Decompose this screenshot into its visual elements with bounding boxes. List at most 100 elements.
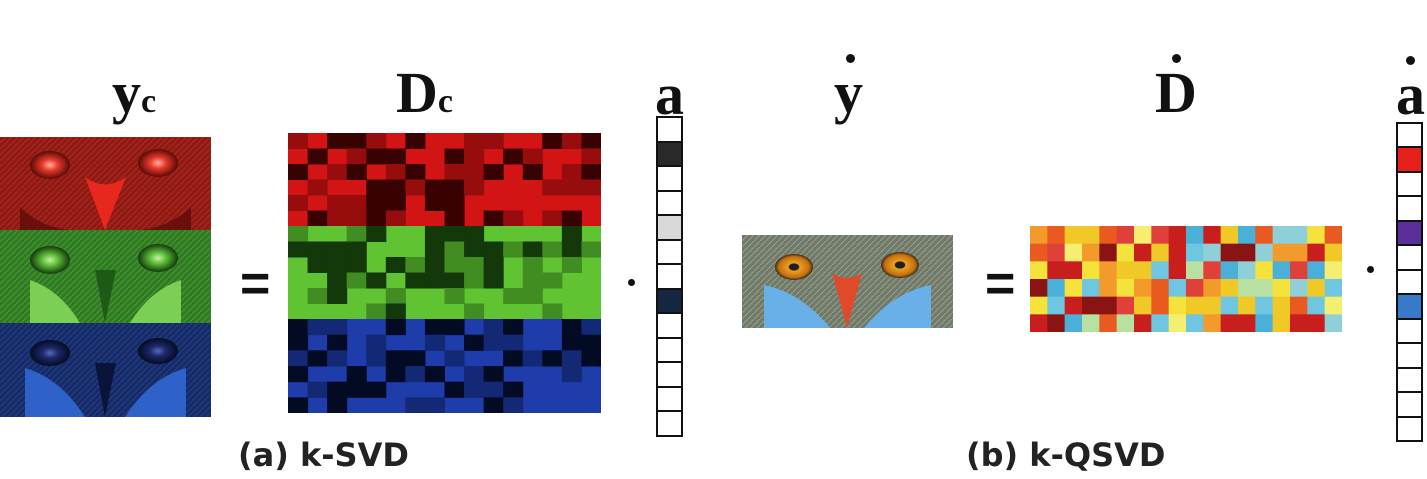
dc-atom-block [346,272,367,289]
quaternion-atom-block [1272,314,1291,332]
quaternion-dictionary [1030,226,1342,332]
dc-atom-block [464,381,485,398]
quaternion-atom-block [1324,226,1342,245]
quaternion-atom-block [1220,279,1239,298]
dc-atom-block [346,210,367,227]
dc-atom-block [561,210,582,227]
label-d-c-subscript: c [437,83,453,120]
quaternion-atom-block [1030,279,1048,298]
quaternion-atom-block [1082,279,1100,298]
quaternion-atom-block [1307,279,1326,298]
dc-atom-block [483,257,504,273]
vector-a-quaternion-cell [1398,221,1421,247]
quaternion-atom-block [1168,314,1187,332]
quaternion-atom-block [1220,296,1239,315]
quaternion-atom-block [1151,296,1170,315]
quaternion-atom-block [1290,314,1308,332]
quaternion-atom-block [1099,243,1118,262]
dc-atom-block [483,319,504,336]
quaternion-atom-block [1238,226,1256,245]
dc-atom-block [444,164,465,180]
quaternion-atom-block [1116,296,1135,315]
quaternion-atom-block [1047,261,1066,280]
dc-atom-block [346,381,367,398]
quaternion-atom-block [1116,279,1135,298]
dc-atom-block [581,319,601,336]
dc-atom-block [288,366,309,383]
dc-dictionary-svg [288,133,601,413]
quaternion-atom-block [1307,296,1326,315]
y-color-image [742,235,953,328]
vector-a-quaternion-cell [1398,295,1421,320]
dc-atom-block [366,334,387,351]
dc-atom-block [327,288,348,304]
dc-atom-block [327,350,348,367]
label-d-c-main: D [396,60,438,125]
dc-atom-block [288,133,309,149]
dc-atom-block [366,148,387,165]
label-a-quaternion: a [1396,62,1425,127]
dc-atom-block [288,195,309,211]
dc-atom-block [327,241,348,258]
quaternion-atom-block [1064,314,1083,332]
dc-atom-block [522,241,543,258]
dc-atom-block [561,226,582,242]
dc-atom-block [444,257,465,273]
dc-atom-block [503,210,524,227]
vector-a-quaternion-cell [1398,148,1421,173]
quaternion-atom-block [1238,314,1256,332]
quaternion-atom-block [1255,314,1274,332]
quaternion-atom-block [1186,279,1204,298]
label-y-quaternion: y [834,60,863,125]
dc-atom-block [444,350,465,367]
dc-atom-block [327,397,348,413]
dc-atom-block [581,241,601,258]
dc-atom-block [561,334,582,351]
dc-atom-block [444,241,465,258]
dc-atom-block [581,350,601,367]
vector-a-cell [658,314,681,339]
quaternion-atom-block [1307,226,1326,245]
quaternion-atom-block [1186,226,1204,245]
dc-atom-block [385,148,406,165]
caption-a: (a) k-SVD [238,436,409,474]
equals-sign-a: = [240,255,271,313]
dc-atom-block [503,397,524,413]
quaternion-atom-block [1099,314,1118,332]
dc-atom-block [327,257,348,273]
quaternion-atom-block [1203,261,1222,280]
dc-atom-block [424,272,445,289]
dc-atom-block [288,334,309,351]
yc-blue-channel [0,323,211,417]
y-color-image-svg [742,235,953,328]
dc-atom-block [444,272,465,289]
dc-atom-block [542,210,563,227]
dc-dictionary [288,133,601,413]
dc-atom-block [522,148,543,165]
quaternion-atom-block [1255,226,1274,245]
quaternion-atom-block [1186,296,1204,315]
dc-atom-block [483,133,504,149]
quaternion-atom-block [1290,261,1308,280]
dc-atom-block [288,226,309,242]
dc-atom-block [366,303,387,320]
dc-atom-block [464,366,485,383]
dc-atom-block [444,148,465,165]
dc-atom-block [385,257,406,273]
dc-atom-block [444,195,465,211]
quaternion-atom-block [1290,243,1308,262]
dc-atom-block [444,381,465,398]
dc-atom-block [307,241,328,258]
dc-atom-block [444,319,465,336]
dc-atom-block [288,397,309,413]
quaternion-atom-block [1030,314,1048,332]
quaternion-atom-block [1116,314,1135,332]
label-a-dot-accent [1406,56,1415,65]
dc-atom-block [561,179,582,196]
quaternion-atom-block [1082,243,1100,262]
quaternion-atom-block [1186,261,1204,280]
label-d-c: Dc [396,64,453,122]
dc-atom-block [483,210,504,227]
dc-atom-block [327,334,348,351]
vector-a-cell [658,289,681,315]
